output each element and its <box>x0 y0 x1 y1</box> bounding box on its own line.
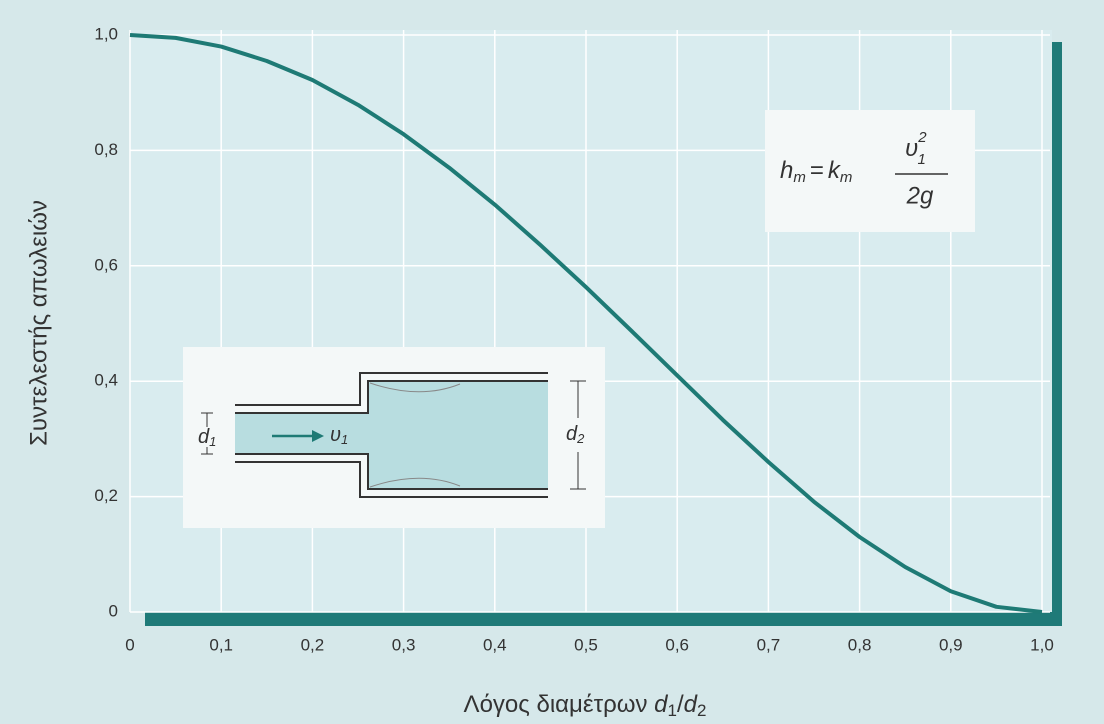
x-tick-label: 0 <box>125 635 134 654</box>
x-tick-label: 0,5 <box>574 635 598 654</box>
x-tick-label: 1,0 <box>1030 635 1054 654</box>
formula-denominator: 2g <box>906 182 934 209</box>
formula-k-sub: m <box>840 169 853 186</box>
y-tick-label: 0,4 <box>94 371 118 390</box>
d2-label: d2 <box>566 423 585 446</box>
formula-u-sup: 2 <box>917 129 927 146</box>
x-label-text: Λόγος διαμέτρων <box>464 691 648 718</box>
formula-eq: = <box>810 157 824 184</box>
formula-box: hm = km υ2 1 2g <box>765 110 975 232</box>
x-label-var: d <box>654 691 668 718</box>
x-tick-label: 0,2 <box>301 635 325 654</box>
x-tick-label: 0,1 <box>209 635 233 654</box>
x-tick-label: 0,3 <box>392 635 416 654</box>
y-tick-label: 0,8 <box>94 140 118 159</box>
d2-sub: 2 <box>576 431 585 446</box>
y-tick-label: 0,6 <box>94 255 118 274</box>
x-label-sub: 1 <box>668 701 677 720</box>
d1-sub: 1 <box>209 434 216 449</box>
u1-var: υ <box>330 424 341 446</box>
x-tick-label: 0,9 <box>939 635 963 654</box>
formula-background <box>765 110 975 232</box>
formula-k: k <box>828 157 842 184</box>
formula-u-sub: 1 <box>918 151 926 168</box>
shadow-right <box>1050 42 1062 626</box>
d2-dimension <box>570 380 586 490</box>
y-tick-label: 1,0 <box>94 24 118 43</box>
formula-h: h <box>780 157 793 184</box>
pipe-outer <box>235 372 548 498</box>
flow-arrowhead <box>312 430 324 442</box>
x-axis-label: Λόγος διαμέτρων d1/d2 <box>464 691 707 720</box>
x-label-var: d <box>684 691 698 718</box>
x-tick-label: 0,6 <box>665 635 689 654</box>
curve <box>129 33 1043 614</box>
d2-var: d <box>566 423 578 445</box>
formula-numerator: υ2 1 <box>905 129 927 168</box>
pipe-fill <box>235 381 548 489</box>
d1-dimension <box>201 412 213 455</box>
pipe-inner <box>235 380 548 490</box>
x-label-slash: / <box>677 691 684 718</box>
u1-sub: 1 <box>341 432 348 447</box>
formula-h-sub: m <box>793 169 806 186</box>
x-tick-label: 0,4 <box>483 635 507 654</box>
y-tick-label: 0,2 <box>94 486 118 505</box>
u1-label: υ1 <box>330 424 348 447</box>
d1-label: d1 <box>198 426 216 449</box>
formula-u: υ <box>905 135 918 162</box>
x-label-sub: 2 <box>697 701 706 720</box>
shadow-bottom <box>145 612 1062 626</box>
inset-diagram: d1 υ1 d2 <box>183 347 605 528</box>
y-axis-label: Συντελεστής απωλειών <box>25 200 52 446</box>
formula-lhs: hm = km <box>780 157 852 186</box>
x-tick-label: 0,8 <box>848 635 872 654</box>
eddy-line <box>369 382 461 488</box>
x-tick-label: 0,7 <box>757 635 781 654</box>
d1-var: d <box>198 426 210 448</box>
y-tick-label: 0 <box>109 601 118 620</box>
